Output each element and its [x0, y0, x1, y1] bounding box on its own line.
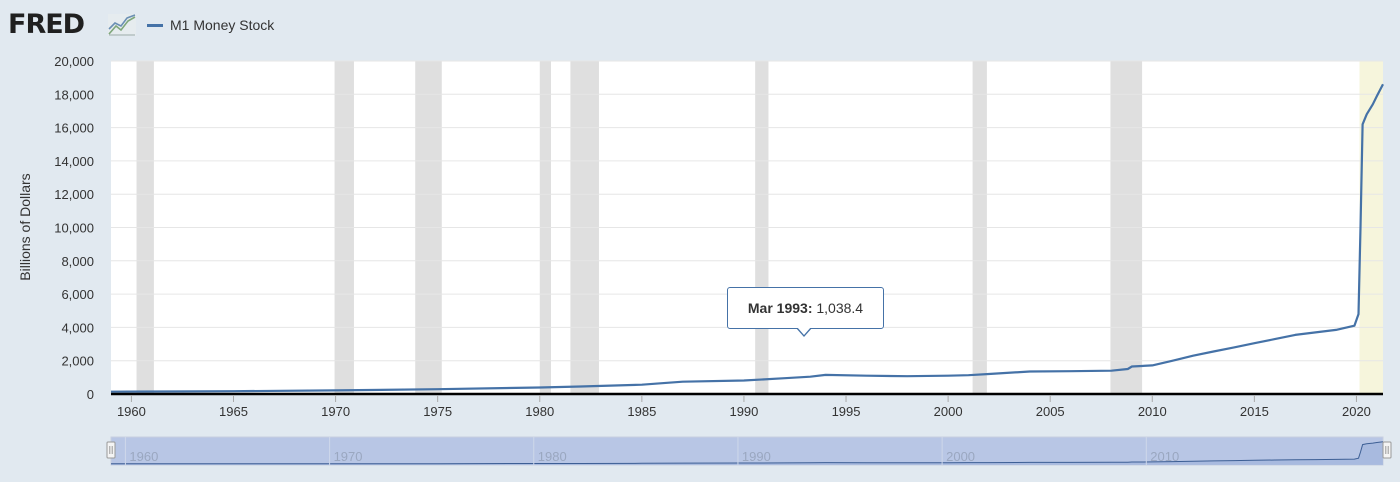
navigator-right-handle[interactable]	[1382, 441, 1392, 459]
x-tick-label: 2015	[1240, 404, 1269, 419]
x-tick-label: 2010	[1138, 404, 1167, 419]
series-line[interactable]	[110, 83, 1384, 393]
y-tick-label: 20,000	[54, 54, 94, 69]
x-tick-label: 1995	[832, 404, 861, 419]
navigator-tick-label: 2000	[946, 449, 975, 464]
handle-body[interactable]	[1382, 441, 1392, 459]
navigator-tick-label: 1970	[334, 449, 363, 464]
navigator-series	[111, 441, 1384, 465]
x-tick-label: 2020	[1342, 404, 1371, 419]
y-tick-label: 10,000	[54, 221, 94, 236]
y-tick-label: 8,000	[61, 254, 94, 269]
y-tick-label: 16,000	[54, 121, 94, 136]
legend-swatch	[147, 23, 163, 27]
handle-body[interactable]	[106, 441, 116, 459]
y-tick-label: 6,000	[61, 287, 94, 302]
tooltip-pointer-fill	[797, 327, 811, 335]
tooltip-date: Mar 1993:	[747, 300, 813, 316]
y-tick-label: 18,000	[54, 87, 94, 102]
chart-line-icon	[108, 14, 136, 41]
data-tooltip: Mar 1993: 1,038.4	[727, 287, 884, 329]
fred-logo-text: FRED	[8, 9, 85, 40]
x-tick-label: 1980	[525, 404, 554, 419]
y-tick-label: 0	[87, 387, 94, 402]
y-tick-label: 4,000	[61, 320, 94, 335]
y-axis-title: Billions of Dollars	[17, 173, 33, 280]
x-tick-label: 1965	[219, 404, 248, 419]
navigator-tick-label: 1980	[538, 449, 567, 464]
navigator-tick-label: 2010	[1150, 449, 1179, 464]
tooltip-value: 1,038.4	[816, 300, 864, 316]
y-tick-label: 12,000	[54, 187, 94, 202]
navigator-left-handle[interactable]	[106, 441, 116, 459]
chart-legend[interactable]: M1 Money Stock	[147, 14, 274, 36]
fred-logo[interactable]: FRED	[8, 8, 138, 42]
navigator-area	[111, 441, 1383, 465]
legend-label: M1 Money Stock	[170, 17, 275, 33]
x-tick-label: 1960	[117, 404, 146, 419]
x-tick-label: 2005	[1036, 404, 1065, 419]
x-tick-label: 1990	[729, 404, 758, 419]
x-tick-label: 1985	[627, 404, 656, 419]
x-tick-label: 2000	[934, 404, 963, 419]
navigator-tick-label: 1960	[129, 449, 158, 464]
y-tick-label: 14,000	[54, 154, 94, 169]
navigator-tick-label: 1990	[742, 449, 771, 464]
x-tick-label: 1970	[321, 404, 350, 419]
y-tick-label: 2,000	[61, 354, 94, 369]
x-tick-label: 1975	[423, 404, 452, 419]
navigator-selection[interactable]	[110, 436, 1384, 466]
